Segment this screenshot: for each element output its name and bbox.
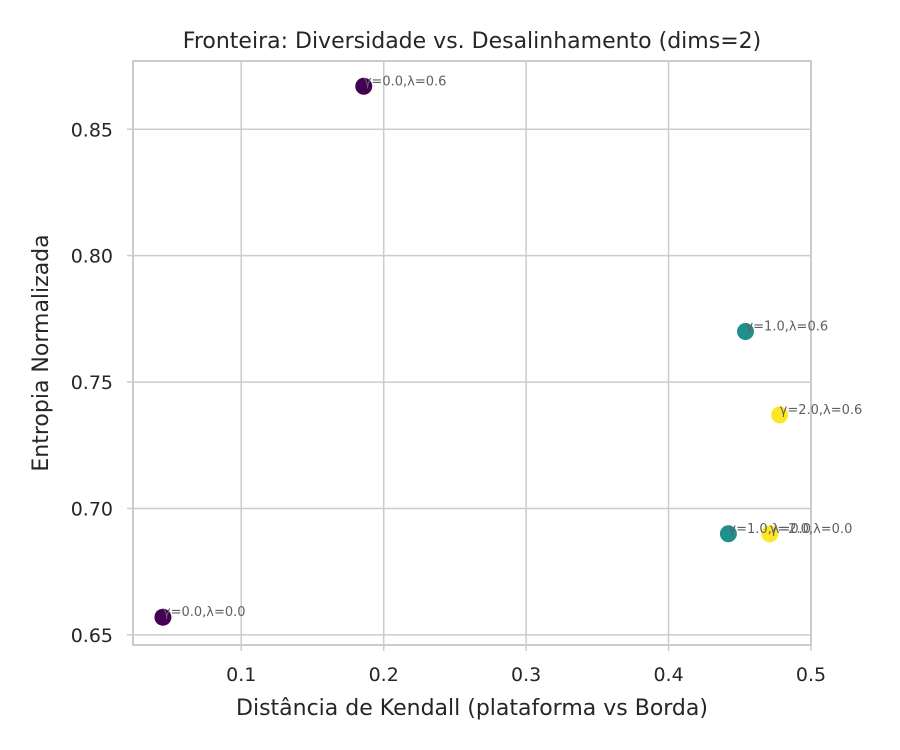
data-point — [154, 608, 172, 626]
x-axis-label: Distância de Kendall (plataforma vs Bord… — [236, 696, 708, 721]
point-label: γ=1.0,λ=0.6 — [745, 320, 828, 335]
y-tick-label: 0.65 — [71, 625, 113, 647]
data-point — [771, 406, 789, 424]
chart-title: Fronteira: Diversidade vs. Desalinhament… — [183, 29, 761, 54]
point-label: γ=2.0,λ=0.6 — [780, 403, 863, 418]
x-tick-label: 0.4 — [653, 664, 683, 686]
point-label: γ=1.0,λ=0.0 — [728, 522, 811, 537]
y-tick-label: 0.80 — [71, 246, 113, 268]
x-tick-label: 0.5 — [796, 664, 826, 686]
y-tick-label: 0.75 — [71, 372, 113, 394]
y-tick-label: 0.70 — [71, 498, 113, 520]
y-tick-label: 0.85 — [71, 119, 113, 141]
data-point — [719, 525, 737, 543]
x-tick-label: 0.1 — [226, 664, 256, 686]
data-point — [355, 77, 373, 95]
axis-ticks: 0.1 0.2 0.3 0.4 0.5 0.65 0.70 0.75 0.80 0.85 — [71, 119, 826, 686]
data-point — [736, 323, 754, 341]
x-tick-label: 0.2 — [369, 664, 399, 686]
grid — [133, 61, 812, 645]
plot-frame — [132, 60, 812, 646]
point-label: γ=0.0,λ=0.6 — [364, 74, 447, 89]
data-point — [761, 525, 779, 543]
point-label: γ=2.0,λ=0.0 — [770, 522, 853, 537]
point-label: γ=0.0,λ=0.0 — [163, 605, 246, 620]
data-points: γ=0.0,λ=0.0 γ=0.0,λ=0.6 γ=1.0,λ=0.0 γ=1.0,λ… — [154, 74, 863, 626]
x-tick-label: 0.3 — [511, 664, 541, 686]
y-axis-label: Entropia Normalizada — [29, 234, 54, 471]
